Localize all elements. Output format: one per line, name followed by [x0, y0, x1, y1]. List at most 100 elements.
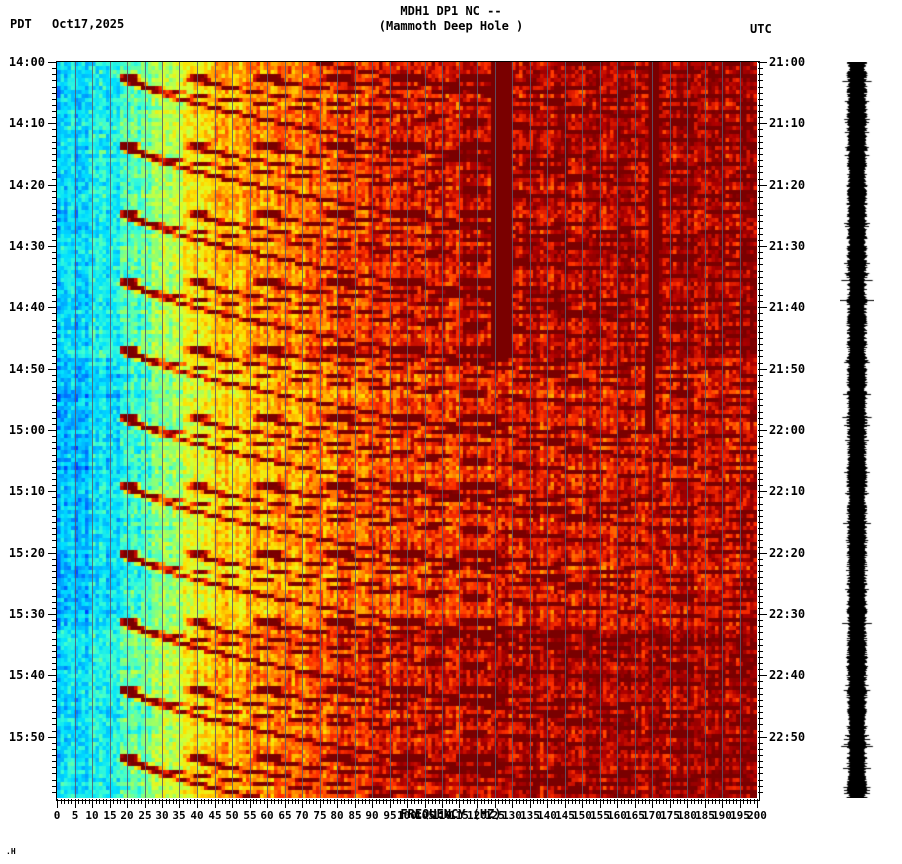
time-tick-major — [48, 307, 57, 308]
freq-tick-major — [250, 799, 251, 808]
time-tick-minor — [52, 412, 57, 413]
time-tick-minor — [758, 252, 763, 253]
freq-tick-label-70: 70 — [295, 809, 309, 822]
freq-tick-minor — [701, 799, 702, 804]
time-tick-minor — [758, 534, 763, 535]
time-tick-minor — [758, 700, 763, 701]
time-tick-minor — [758, 540, 763, 541]
freq-tick-minor — [607, 799, 608, 804]
time-tick-minor — [758, 289, 763, 290]
freq-tick-minor — [397, 799, 398, 804]
time-tick-minor — [758, 215, 763, 216]
freq-tick-label-25: 25 — [138, 809, 152, 822]
freq-tick-label-155: 155 — [590, 809, 610, 822]
time-tick-minor — [758, 657, 763, 658]
freq-tick-major — [197, 799, 198, 808]
time-tick-major — [48, 123, 57, 124]
time-tick-minor — [758, 706, 763, 707]
time-tick-minor — [758, 620, 763, 621]
time-tick-minor — [52, 393, 57, 394]
time-tick-minor — [758, 80, 763, 81]
time-tick-minor — [52, 565, 57, 566]
time-tick-minor — [52, 479, 57, 480]
time-tick-minor — [758, 99, 763, 100]
time-tick-minor — [52, 381, 57, 382]
freq-tick-minor — [99, 799, 100, 804]
time-tick-minor — [52, 706, 57, 707]
time-label-pdt: 15:50 — [8, 730, 45, 744]
time-tick-minor — [52, 142, 57, 143]
time-tick-minor — [758, 412, 763, 413]
freq-tick-label-10: 10 — [85, 809, 99, 822]
time-tick-minor — [52, 326, 57, 327]
freq-tick-minor — [264, 799, 265, 804]
freq-tick-major — [127, 799, 128, 808]
freq-tick-label-40: 40 — [190, 809, 204, 822]
time-tick-minor — [758, 326, 763, 327]
freq-tick-minor — [568, 799, 569, 804]
freq-tick-minor — [519, 799, 520, 804]
freq-tick-minor — [754, 799, 755, 804]
freq-tick-label-95: 95 — [383, 809, 397, 822]
freq-tick-minor — [736, 799, 737, 804]
freq-tick-minor — [271, 799, 272, 804]
freq-tick-major — [267, 799, 268, 808]
time-label-pdt: 15:00 — [8, 423, 45, 437]
freq-tick-minor — [526, 799, 527, 804]
time-tick-minor — [758, 117, 763, 118]
freq-tick-minor — [218, 799, 219, 804]
freq-tick-major — [442, 799, 443, 808]
time-tick-minor — [52, 718, 57, 719]
time-tick-minor — [758, 571, 763, 572]
time-tick-minor — [758, 74, 763, 75]
time-tick-minor — [758, 105, 763, 106]
time-tick-minor — [758, 645, 763, 646]
time-tick-major — [48, 246, 57, 247]
time-tick-major — [758, 369, 767, 370]
freq-tick-label-190: 190 — [712, 809, 732, 822]
time-tick-minor — [758, 405, 763, 406]
freq-tick-minor — [456, 799, 457, 804]
gridline-160hz — [617, 62, 618, 798]
freq-tick-major — [232, 799, 233, 808]
freq-tick-major — [337, 799, 338, 808]
time-tick-minor — [758, 547, 763, 548]
time-tick-minor — [758, 154, 763, 155]
freq-tick-major — [547, 799, 548, 808]
freq-tick-minor — [698, 799, 699, 804]
freq-tick-minor — [432, 799, 433, 804]
station-code-title: MDH1 DP1 NC -- — [400, 4, 502, 18]
time-tick-minor — [758, 639, 763, 640]
gridline-175hz — [670, 62, 671, 798]
freq-tick-major — [722, 799, 723, 808]
freq-tick-minor — [463, 799, 464, 804]
gridline-125hz — [495, 62, 496, 798]
freq-tick-minor — [131, 799, 132, 804]
time-tick-minor — [758, 749, 763, 750]
freq-tick-minor — [89, 799, 90, 804]
freq-tick-label-140: 140 — [537, 809, 557, 822]
time-tick-minor — [758, 111, 763, 112]
time-tick-minor — [52, 375, 57, 376]
freq-tick-minor — [543, 799, 544, 804]
freq-tick-minor — [260, 799, 261, 804]
freq-tick-minor — [628, 799, 629, 804]
freq-tick-major — [459, 799, 460, 808]
time-tick-minor — [52, 467, 57, 468]
freq-tick-minor — [82, 799, 83, 804]
time-tick-minor — [52, 399, 57, 400]
freq-tick-minor — [106, 799, 107, 804]
time-tick-minor — [52, 755, 57, 756]
freq-tick-label-80: 80 — [330, 809, 344, 822]
freq-tick-minor — [334, 799, 335, 804]
time-tick-minor — [758, 455, 763, 456]
freq-tick-minor — [225, 799, 226, 804]
freq-tick-minor — [138, 799, 139, 804]
freq-tick-label-50: 50 — [225, 809, 239, 822]
time-label-utc: 21:10 — [769, 116, 806, 130]
time-tick-minor — [758, 731, 763, 732]
spectrogram-plot[interactable] — [57, 62, 757, 798]
freq-tick-minor — [256, 799, 257, 804]
time-tick-minor — [758, 436, 763, 437]
time-tick-minor — [758, 632, 763, 633]
